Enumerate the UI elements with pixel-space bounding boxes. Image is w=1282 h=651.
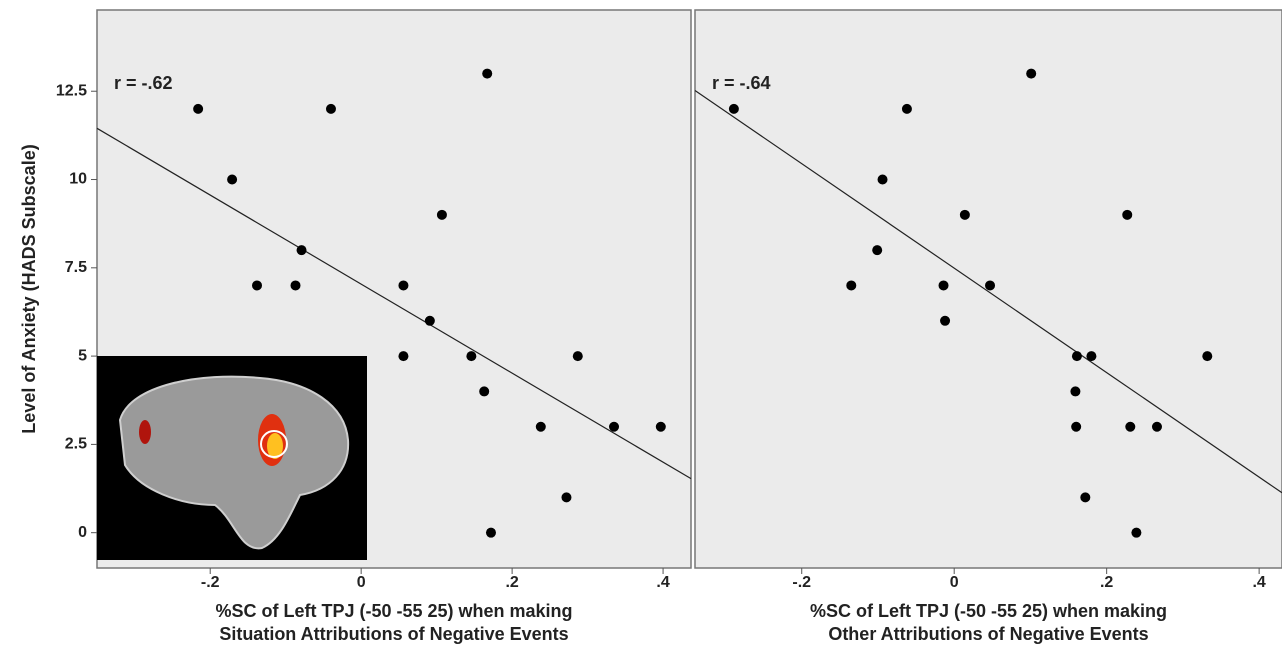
x-axis-label: Situation Attributions of Negative Event…: [219, 624, 568, 644]
x-tick-label: 0: [950, 574, 959, 591]
annotation: r = -.62: [114, 73, 173, 93]
point: [485, 527, 496, 538]
brain: [118, 375, 350, 550]
x-tick-label: -.2: [201, 574, 220, 591]
x-tick-label: -.2: [792, 574, 811, 591]
x-axis-label: Other Attributions of Negative Events: [828, 624, 1148, 644]
point: [479, 386, 490, 397]
point: [1071, 351, 1082, 362]
point: [901, 103, 912, 114]
point: [1131, 527, 1142, 538]
brain-inset: [97, 356, 367, 560]
roi-circle: [260, 430, 288, 458]
point: [1122, 209, 1133, 220]
y-tick-label: 2.5: [65, 436, 87, 453]
point: [193, 103, 204, 114]
trendline: [96, 127, 692, 480]
point: [609, 421, 620, 432]
x-tick-label: 0: [357, 574, 366, 591]
point: [655, 421, 666, 432]
point: [325, 103, 336, 114]
x-axis-label: %SC of Left TPJ (-50 -55 25) when making: [810, 601, 1167, 621]
point: [290, 280, 301, 291]
point: [940, 315, 951, 326]
x-axis-label: %SC of Left TPJ (-50 -55 25) when making: [215, 601, 572, 621]
point: [938, 280, 949, 291]
point: [572, 351, 583, 362]
point: [959, 209, 970, 220]
x-tick-label: .4: [656, 574, 669, 591]
point: [1151, 421, 1162, 432]
trendline: [694, 90, 1282, 494]
point: [1026, 68, 1037, 79]
point: [398, 280, 409, 291]
y-tick-label: 0: [78, 524, 87, 541]
x-tick-label: .2: [505, 574, 518, 591]
point: [466, 351, 477, 362]
point: [424, 315, 435, 326]
point: [1086, 351, 1097, 362]
point: [436, 209, 447, 220]
annotation: r = -.64: [712, 73, 771, 93]
point: [535, 421, 546, 432]
point: [398, 351, 409, 362]
point: [1070, 386, 1081, 397]
point: [728, 103, 739, 114]
point: [877, 174, 888, 185]
y-axis-label: Level of Anxiety (HADS Subscale): [19, 144, 39, 433]
point: [252, 280, 263, 291]
point: [482, 68, 493, 79]
point: [1071, 421, 1082, 432]
point: [296, 245, 307, 256]
point: [846, 280, 857, 291]
point: [985, 280, 996, 291]
y-tick-label: 10: [69, 171, 87, 188]
point: [561, 492, 572, 503]
point: [1202, 351, 1213, 362]
activation-blob: [139, 420, 151, 444]
point: [227, 174, 238, 185]
point: [872, 245, 883, 256]
y-tick-label: 5: [78, 347, 87, 364]
y-tick-label: 12.5: [56, 82, 87, 99]
x-tick-label: .2: [1100, 574, 1113, 591]
activation-blob: [267, 433, 283, 459]
y-tick-label: 7.5: [65, 259, 87, 276]
point: [1125, 421, 1136, 432]
point: [1080, 492, 1091, 503]
x-tick-label: .4: [1252, 574, 1265, 591]
